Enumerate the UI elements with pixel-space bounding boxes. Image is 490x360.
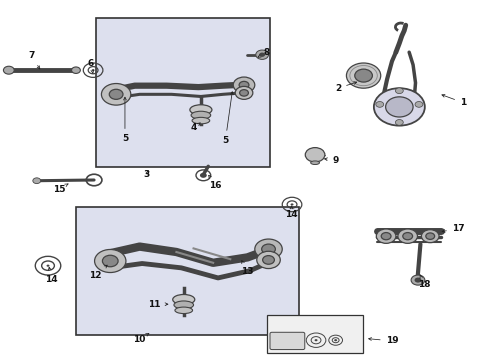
Ellipse shape xyxy=(311,161,319,165)
Text: 17: 17 xyxy=(442,224,465,233)
Circle shape xyxy=(101,84,131,105)
Circle shape xyxy=(262,244,275,254)
Circle shape xyxy=(315,339,318,341)
Circle shape xyxy=(374,88,425,126)
Ellipse shape xyxy=(175,307,193,314)
Ellipse shape xyxy=(172,294,195,305)
Circle shape xyxy=(109,89,123,99)
Ellipse shape xyxy=(191,111,211,119)
Circle shape xyxy=(403,233,413,240)
Circle shape xyxy=(92,69,95,71)
Circle shape xyxy=(239,81,249,89)
Circle shape xyxy=(376,229,396,243)
Text: 11: 11 xyxy=(148,300,168,309)
Circle shape xyxy=(305,148,325,162)
Text: 19: 19 xyxy=(368,336,398,346)
Circle shape xyxy=(411,275,425,285)
Text: 8: 8 xyxy=(258,48,270,57)
Circle shape xyxy=(381,233,391,240)
Circle shape xyxy=(334,339,337,341)
Polygon shape xyxy=(377,97,421,117)
Text: 15: 15 xyxy=(52,184,68,194)
Circle shape xyxy=(33,178,41,184)
Circle shape xyxy=(200,173,207,178)
Bar xyxy=(267,315,363,353)
Ellipse shape xyxy=(190,105,212,115)
Circle shape xyxy=(240,90,248,96)
Circle shape xyxy=(415,102,423,107)
Circle shape xyxy=(421,230,439,243)
Text: 13: 13 xyxy=(241,261,254,276)
Text: 16: 16 xyxy=(209,175,222,190)
Circle shape xyxy=(233,77,255,93)
Text: 5: 5 xyxy=(122,97,128,143)
Text: 6: 6 xyxy=(88,59,94,73)
Circle shape xyxy=(395,120,403,125)
Circle shape xyxy=(398,229,417,243)
Bar xyxy=(76,207,299,335)
Text: 9: 9 xyxy=(324,156,339,165)
Text: 5: 5 xyxy=(222,92,233,145)
Circle shape xyxy=(3,66,14,74)
Circle shape xyxy=(257,251,280,269)
Circle shape xyxy=(235,86,253,99)
Circle shape xyxy=(291,203,294,206)
Text: 2: 2 xyxy=(335,82,357,93)
Text: 4: 4 xyxy=(190,123,200,132)
Text: 14: 14 xyxy=(45,267,58,284)
Circle shape xyxy=(346,63,381,88)
Circle shape xyxy=(355,69,372,82)
Text: 7: 7 xyxy=(28,51,40,69)
Text: 14: 14 xyxy=(285,206,298,219)
Circle shape xyxy=(95,249,126,273)
Circle shape xyxy=(395,88,403,94)
Circle shape xyxy=(386,97,413,117)
Circle shape xyxy=(102,255,118,267)
Bar xyxy=(96,18,270,167)
Text: 10: 10 xyxy=(133,333,149,343)
Circle shape xyxy=(376,102,384,107)
Circle shape xyxy=(426,233,435,239)
Text: 12: 12 xyxy=(89,265,107,280)
FancyBboxPatch shape xyxy=(270,332,305,350)
Circle shape xyxy=(72,67,80,73)
Circle shape xyxy=(256,50,269,59)
Circle shape xyxy=(263,256,274,264)
Text: 18: 18 xyxy=(417,275,430,289)
Ellipse shape xyxy=(174,301,194,309)
Circle shape xyxy=(259,53,265,57)
Circle shape xyxy=(47,265,49,267)
Circle shape xyxy=(255,239,282,259)
Circle shape xyxy=(415,278,421,283)
Text: 1: 1 xyxy=(442,95,466,107)
Ellipse shape xyxy=(192,117,210,124)
Text: 3: 3 xyxy=(144,170,150,179)
